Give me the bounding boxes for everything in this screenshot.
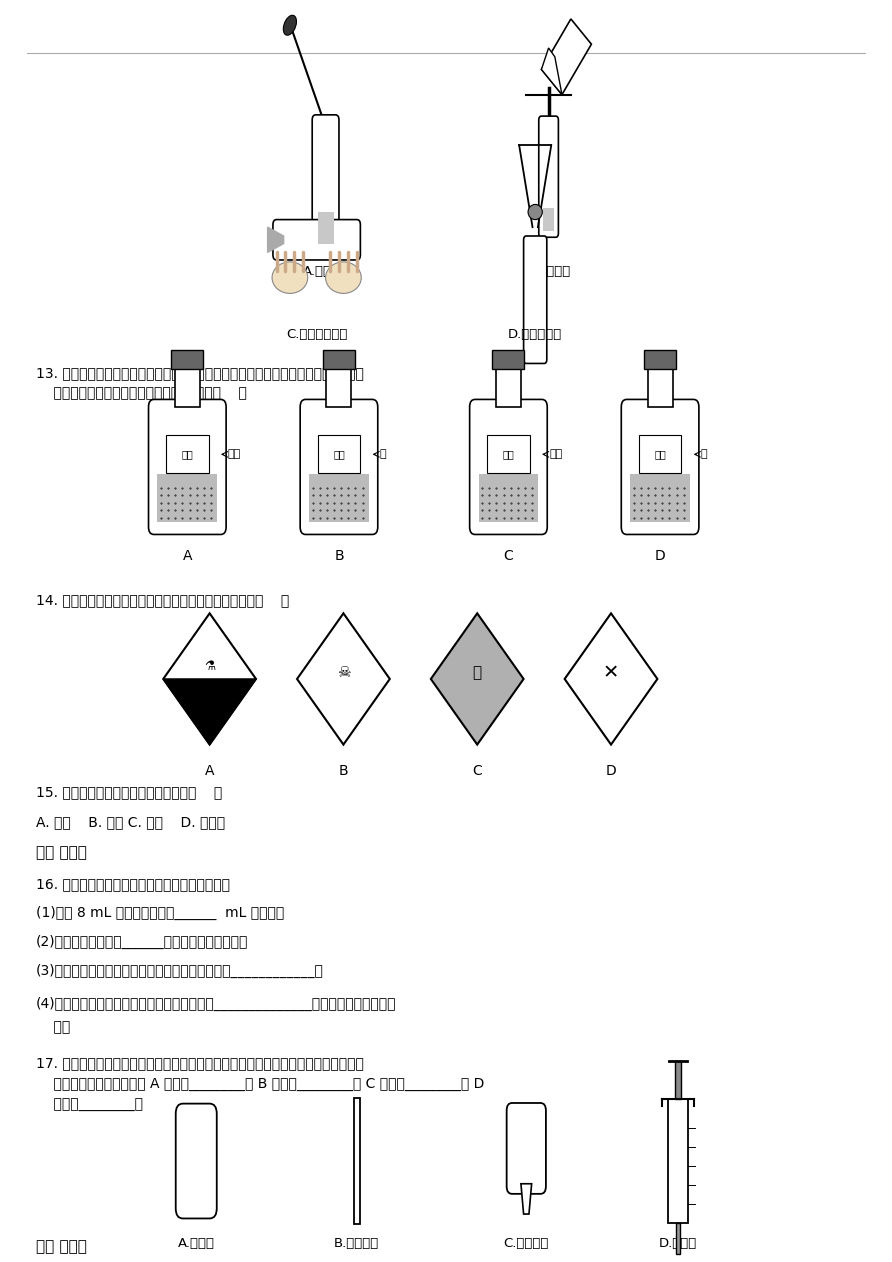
Text: (4)玻璃管插入带孔橡皮塞，先把玻璃管的一端______________，然后稍稍用力转动插
    入。: (4)玻璃管插入带孔橡皮塞，先把玻璃管的一端______________，然后稍… — [36, 997, 396, 1034]
Text: 白磷: 白磷 — [333, 449, 345, 459]
Text: A.针剂瓶: A.针剂瓶 — [178, 1237, 215, 1249]
Text: A: A — [183, 549, 192, 563]
Text: C.眼药水瓶: C.眼药水瓶 — [504, 1237, 549, 1249]
Bar — [171, 350, 203, 369]
Text: D.注射器: D.注射器 — [659, 1237, 697, 1249]
Bar — [668, 1099, 688, 1223]
Text: (1)量取 8 mL 稀硫酸，应选用______  mL 的量筒。: (1)量取 8 mL 稀硫酸，应选用______ mL 的量筒。 — [36, 906, 284, 920]
Polygon shape — [541, 19, 591, 95]
Text: 13. 化学实验室对药品存放有一定的要求。已知白磷是一种难溶于水、易燃烧的白色块
    状固体，下图所示白磷的存放符合要求的是（    ）: 13. 化学实验室对药品存放有一定的要求。已知白磷是一种难溶于水、易燃烧的白色块… — [36, 366, 364, 400]
Text: 白磷: 白磷 — [181, 449, 194, 459]
Text: 三、 实验题: 三、 实验题 — [36, 1239, 87, 1254]
Bar — [676, 1223, 680, 1254]
Bar — [648, 369, 673, 406]
Text: A.滴加液体: A.滴加液体 — [303, 265, 348, 278]
Polygon shape — [521, 1184, 532, 1214]
Text: 水: 水 — [380, 449, 386, 459]
Polygon shape — [565, 613, 657, 745]
FancyBboxPatch shape — [621, 399, 699, 535]
Polygon shape — [541, 48, 562, 95]
Polygon shape — [297, 613, 390, 745]
Text: 白磷: 白磷 — [654, 449, 666, 459]
Polygon shape — [163, 613, 256, 745]
Text: 二、 填空题: 二、 填空题 — [36, 846, 87, 861]
Bar — [639, 435, 681, 473]
Bar — [326, 369, 351, 406]
Bar — [496, 369, 521, 406]
Text: (3)实验室用烧瓶制取蔑馏水时，烧瓶的底部应垃放____________。: (3)实验室用烧瓶制取蔑馏水时，烧瓶的底部应垃放____________。 — [36, 964, 324, 978]
Text: D: D — [655, 549, 665, 563]
Text: B: B — [339, 764, 348, 777]
Bar — [157, 473, 218, 522]
Bar — [675, 1061, 681, 1099]
Text: B: B — [334, 549, 343, 563]
FancyBboxPatch shape — [539, 116, 558, 237]
Polygon shape — [268, 227, 284, 252]
Bar — [644, 350, 676, 369]
FancyBboxPatch shape — [469, 399, 547, 535]
Text: 白磷: 白磷 — [502, 449, 515, 459]
Text: ☠: ☠ — [336, 665, 351, 680]
Bar — [318, 212, 334, 244]
Bar — [630, 473, 690, 522]
Ellipse shape — [528, 204, 542, 220]
Text: (2)胶头滴管用过后应______，再去吸取其他药品。: (2)胶头滴管用过后应______，再去吸取其他药品。 — [36, 935, 248, 949]
Text: ⚗: ⚗ — [204, 660, 215, 673]
FancyBboxPatch shape — [176, 1103, 217, 1219]
Text: B.饮料吸管: B.饮料吸管 — [334, 1237, 379, 1249]
Ellipse shape — [284, 15, 296, 35]
Text: D: D — [606, 764, 616, 777]
FancyBboxPatch shape — [524, 236, 547, 363]
Text: 细沙: 细沙 — [228, 449, 241, 459]
Text: 空气: 空气 — [549, 449, 562, 459]
Bar — [166, 435, 209, 473]
Bar — [310, 473, 369, 522]
Text: C: C — [504, 549, 513, 563]
FancyBboxPatch shape — [507, 1103, 546, 1194]
Text: 17. 小明学习化学的兴趣非常高，经常在家中做些小实验。他经常用如图所列物品来代
    替化学实验他器。你认为 A 可代替________， B 可代替___: 17. 小明学习化学的兴趣非常高，经常在家中做些小实验。他经常用如图所列物品来代… — [36, 1056, 484, 1112]
Text: 水: 水 — [701, 449, 707, 459]
Text: ✕: ✕ — [603, 663, 619, 683]
FancyBboxPatch shape — [273, 220, 360, 260]
Text: A: A — [205, 764, 214, 777]
Text: D.加块状药品: D.加块状药品 — [508, 328, 562, 341]
Text: 16. 规范的实验操作是实验成功的前提，请回答：: 16. 规范的实验操作是实验成功的前提，请回答： — [36, 877, 229, 891]
Polygon shape — [431, 613, 524, 745]
Text: 14. 盛放酒精的试剂瓶的标签上应印有下列警示标记中的（    ）: 14. 盛放酒精的试剂瓶的标签上应印有下列警示标记中的（ ） — [36, 593, 289, 607]
Ellipse shape — [326, 261, 361, 293]
Bar — [487, 435, 530, 473]
Text: C: C — [473, 764, 482, 777]
Ellipse shape — [272, 261, 308, 293]
Text: C.加粉末状药品: C.加粉末状药品 — [286, 328, 347, 341]
Bar — [318, 435, 360, 473]
FancyBboxPatch shape — [312, 115, 339, 251]
Bar — [478, 473, 538, 522]
FancyBboxPatch shape — [148, 399, 226, 535]
Bar — [175, 369, 200, 406]
Polygon shape — [163, 679, 256, 745]
Text: B.倾倒液体: B.倾倒液体 — [526, 265, 571, 278]
Text: 15. 实验室中不能被加热的玻璃他器是（    ）: 15. 实验室中不能被加热的玻璃他器是（ ） — [36, 785, 222, 799]
Text: A. 试管    B. 量筒 C. 烧杯    D. 锥形瓶: A. 试管 B. 量筒 C. 烧杯 D. 锥形瓶 — [36, 815, 225, 829]
Bar — [323, 350, 355, 369]
FancyBboxPatch shape — [300, 399, 378, 535]
Bar — [543, 208, 554, 231]
Bar — [353, 1098, 360, 1224]
Bar — [492, 350, 524, 369]
Text: 🔥: 🔥 — [473, 665, 482, 680]
